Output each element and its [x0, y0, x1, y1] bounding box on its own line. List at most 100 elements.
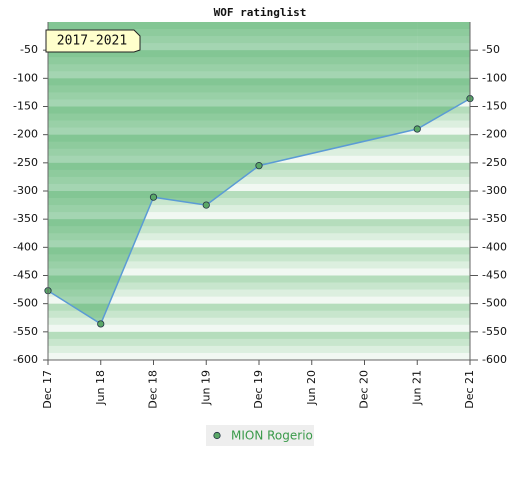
y2-tick-label: -250: [482, 156, 507, 169]
background-stripe: [48, 22, 470, 30]
x-tick-label: Jun 18: [94, 370, 107, 406]
y2-tick-label: -600: [482, 353, 507, 366]
y2-tick-label: -300: [482, 184, 507, 197]
y-tick-label: -300: [13, 184, 38, 197]
x-tick-label: Jun 21: [410, 370, 423, 406]
y2-tick-label: -550: [482, 325, 507, 338]
x-tick-label: Jun 20: [305, 370, 318, 406]
background-stripe: [48, 148, 470, 157]
legend: MION Rogerio: [206, 425, 314, 446]
y2-tick-label: -400: [482, 240, 507, 253]
legend-label: MION Rogerio: [231, 429, 313, 443]
background-stripe: [48, 183, 470, 192]
chart-title: WOF ratinglist: [214, 6, 307, 19]
background-stripe: [48, 226, 470, 234]
point: [202, 201, 210, 209]
background-stripe: [48, 247, 470, 255]
background-stripe: [48, 29, 470, 37]
background-stripe: [48, 99, 470, 107]
y2-tick-label: -450: [482, 269, 507, 282]
y2-tick-label: -100: [482, 71, 507, 84]
background-stripe: [48, 36, 470, 44]
background-stripe: [48, 240, 470, 248]
point: [149, 193, 158, 201]
background-stripe: [48, 141, 470, 150]
background-stripe: [48, 106, 470, 114]
background-stripe: [48, 57, 470, 65]
y-tick-label: -600: [13, 353, 38, 366]
legend-box: [206, 425, 314, 446]
y-tick-label: -350: [13, 212, 38, 225]
background-stripe: [48, 92, 470, 100]
y-tick-label: -50: [20, 43, 38, 56]
point: [413, 125, 421, 133]
y2-tick-label: -150: [482, 100, 507, 113]
background-stripe: [48, 310, 470, 319]
background-stripe: [48, 127, 470, 135]
background-stripe: [48, 155, 470, 164]
background-stripe: [48, 296, 470, 304]
y-tick-label: -550: [13, 325, 38, 338]
background-stripe: [48, 345, 470, 354]
y-tick-label: -100: [13, 71, 38, 84]
background-stripe: [48, 289, 470, 297]
background-stripe: [48, 169, 470, 178]
background-stripe: [48, 331, 470, 340]
gap-line: [258, 128, 418, 167]
background-stripe: [48, 198, 470, 206]
plot: [44, 22, 474, 328]
y-tick-label: -400: [13, 240, 38, 253]
background-stripe: [48, 43, 470, 51]
x-tick-label: Dec 21: [463, 370, 476, 409]
x-tick-label: Jun 19: [199, 370, 212, 406]
background-stripe: [48, 324, 470, 333]
x-tick-label: Dec 20: [358, 370, 371, 409]
background-stripe: [48, 50, 470, 58]
y-tick-label: -150: [13, 100, 38, 113]
background-stripe: [48, 191, 470, 199]
background-stripe: [48, 282, 470, 290]
gap-line-area: [259, 22, 418, 166]
background-stripe: [48, 352, 470, 361]
background-stripe: [48, 78, 470, 86]
background-stripe: [48, 233, 470, 241]
background-stripe: [48, 176, 470, 185]
background-stripe: [48, 254, 470, 262]
background-stripe: [48, 113, 470, 121]
y2-tick-label: -500: [482, 297, 507, 310]
background-stripe: [48, 303, 470, 312]
background-stripe: [48, 261, 470, 269]
background-stripe: [48, 71, 470, 79]
background-stripe: [48, 134, 470, 143]
plot-background: [48, 22, 470, 361]
background-stripe: [48, 212, 470, 220]
y-tick-label: -250: [13, 156, 38, 169]
background-stripe: [48, 85, 470, 93]
y-tick-label: -450: [13, 269, 38, 282]
y2-tick-label: -200: [482, 128, 507, 141]
annotation: 2017-2021: [45, 29, 141, 53]
legend-marker: [213, 431, 221, 440]
y2-tick-label: -50: [482, 43, 500, 56]
x-tick-label: Dec 19: [252, 370, 265, 409]
line-area: [417, 22, 470, 130]
background-stripe: [48, 205, 470, 213]
annotation-box: [45, 29, 141, 53]
background-stripe: [48, 275, 470, 283]
line-area: [48, 22, 259, 324]
x-tick-label: Dec 18: [147, 370, 160, 409]
background-stripe: [48, 268, 470, 276]
y-tick-label: -200: [13, 128, 38, 141]
line: [416, 97, 471, 130]
background-stripe: [48, 338, 470, 347]
background-stripe: [48, 317, 470, 326]
y-tick-label: -500: [13, 297, 38, 310]
point: [97, 320, 105, 328]
y2-tick-label: -350: [482, 212, 507, 225]
background-stripe: [48, 219, 470, 227]
point: [255, 162, 263, 170]
background-stripe: [48, 64, 470, 72]
annotation-text: 2017-2021: [57, 34, 127, 49]
background-stripe: [48, 120, 470, 128]
